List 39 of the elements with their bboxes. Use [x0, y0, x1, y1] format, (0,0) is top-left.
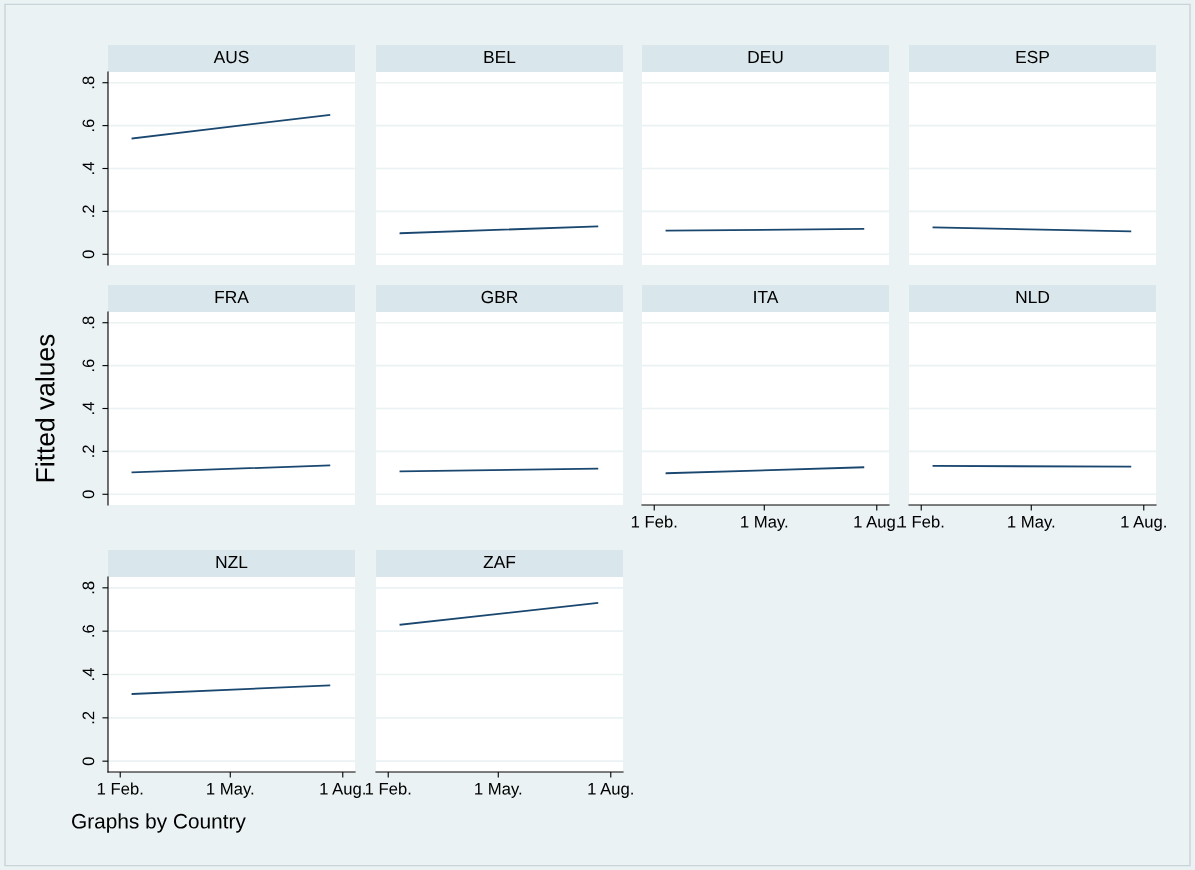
y-tick-label: .8	[82, 581, 95, 594]
chart-title: AUS	[213, 50, 249, 64]
chart-title: ITA	[754, 291, 779, 303]
chart-title: BEL	[484, 51, 516, 63]
chart-title: ZAF	[483, 556, 516, 568]
y-tick-label: .4	[82, 162, 95, 174]
chart-title: ESP	[1016, 50, 1049, 64]
y-tick-label: .2	[82, 205, 95, 217]
x-tick-label: 1 Feb.	[365, 782, 411, 795]
chart-title: FRA	[215, 291, 249, 303]
y-tick-label: 0	[82, 490, 95, 499]
chart-title: NZL	[216, 556, 248, 568]
y-tick-label: .6	[82, 359, 95, 372]
x-tick-label: 1 Feb.	[97, 782, 143, 795]
x-tick-label: 1 Feb.	[898, 515, 944, 528]
x-tick-label: 1 May.	[475, 783, 522, 798]
y-tick-label: 0	[82, 250, 95, 259]
x-tick-label: 1 Aug.	[854, 516, 899, 531]
y-tick-label: .8	[82, 316, 95, 329]
y-tick-label: .4	[82, 668, 95, 680]
y-tick-label: .2	[82, 445, 95, 457]
y-tick-label: 0	[82, 757, 95, 766]
y-tick-label: .6	[82, 624, 95, 637]
chart-title: DEU	[748, 51, 783, 64]
x-tick-label: 1 Aug.	[588, 783, 633, 798]
y-tick-label: .6	[82, 119, 95, 132]
x-tick-label: 1 May.	[207, 783, 254, 798]
chart-title: GBR	[481, 290, 518, 304]
y-tick-label: .4	[82, 402, 95, 414]
chart-title: NLD	[1016, 291, 1050, 303]
y-axis-title: Fitted values	[35, 334, 55, 482]
y-tick-label: .8	[82, 76, 95, 89]
x-tick-label: 1 Aug.	[1121, 516, 1166, 531]
x-tick-label: 1 May.	[741, 516, 788, 531]
x-tick-label: 1 Feb.	[631, 515, 677, 528]
text: Graphs by Country	[72, 813, 246, 833]
x-tick-label: 1 May.	[1008, 516, 1055, 531]
x-tick-label: 1 Aug.	[320, 783, 365, 798]
y-tick-label: .2	[82, 711, 95, 724]
